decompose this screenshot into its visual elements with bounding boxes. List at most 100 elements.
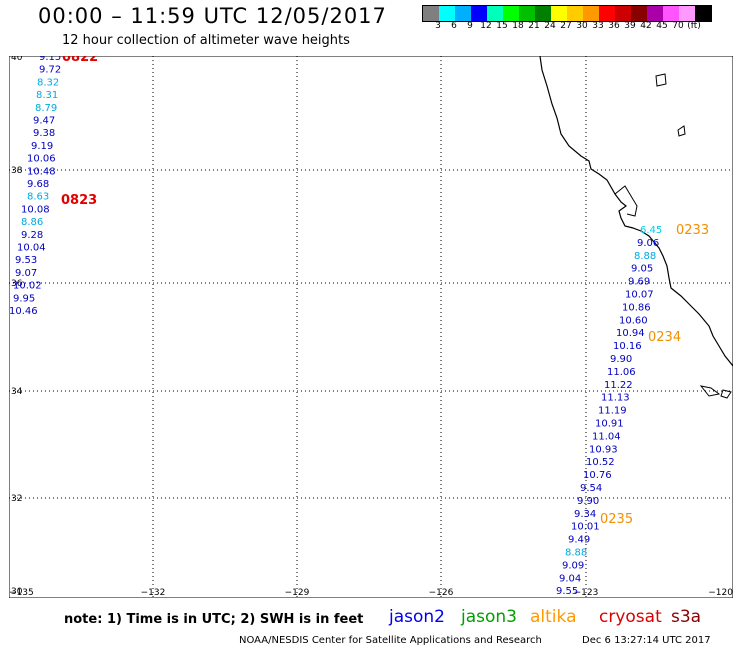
scale-tick-label: 27 — [560, 21, 572, 31]
latitude-label: 30 — [11, 587, 23, 597]
wave-height-value: 11.19 — [598, 406, 627, 417]
wave-height-value: 10.04 — [17, 243, 46, 254]
wave-height-value: 9.69 — [628, 277, 650, 288]
pass-time-label: 0822 — [62, 56, 98, 65]
longitude-label: −132 — [141, 588, 166, 598]
scale-tick-label: 12 — [480, 21, 492, 31]
latitude-label: 32 — [11, 494, 22, 504]
satellite-legend-jason2: jason2 — [389, 607, 445, 627]
scale-tick-label: 15 — [496, 21, 508, 31]
wave-height-value: 10.93 — [589, 444, 618, 455]
scale-tick-label: 33 — [592, 21, 604, 31]
scale-swatch — [663, 6, 679, 21]
wave-height-value: 9.28 — [21, 230, 43, 241]
wave-height-value: 9.55 — [556, 586, 578, 597]
wave-height-value: 9.72 — [39, 65, 61, 76]
wave-height-value: 10.46 — [9, 306, 38, 317]
scale-swatch — [679, 6, 695, 21]
wave-height-value: 10.06 — [27, 154, 56, 165]
wave-height-value: 9.06 — [637, 238, 659, 249]
pass-time-label: 0233 — [676, 223, 709, 238]
wave-height-value: 9.90 — [577, 496, 599, 507]
scale-tick-label: 42 — [640, 21, 652, 31]
wave-height-value: 10.94 — [616, 328, 645, 339]
coastline — [539, 56, 733, 399]
pass-time-label: 0234 — [648, 330, 681, 345]
wave-height-value: 10.16 — [613, 341, 642, 352]
wave-height-value: 9.49 — [568, 535, 590, 546]
wave-height-value: 6.45 — [640, 225, 662, 236]
scale-tick-label: 24 — [544, 21, 556, 31]
scale-swatch — [455, 6, 471, 21]
satellite-legend-jason3: jason3 — [461, 607, 517, 627]
scale-swatch — [423, 6, 439, 21]
latitude-label: 40 — [11, 56, 23, 63]
wave-height-value: 9.68 — [27, 179, 49, 190]
wave-height-value: 9.09 — [562, 560, 584, 571]
wave-height-value: 10.48 — [27, 166, 56, 177]
inland-lake-1 — [655, 73, 667, 87]
pass-time-label: 0235 — [600, 512, 633, 527]
wave-height-value: 9.34 — [574, 509, 596, 520]
units-note: note: 1) Time is in UTC; 2) SWH is in fe… — [64, 612, 364, 627]
latitude-label: 38 — [11, 166, 23, 176]
wave-height-value: 8.31 — [36, 90, 58, 101]
wave-height-value: 9.19 — [31, 141, 53, 152]
wave-height-value: 10.76 — [583, 470, 612, 481]
wave-height-value: 10.86 — [622, 302, 651, 313]
footer-credit: NOAA/NESDIS Center for Satellite Applica… — [239, 635, 542, 646]
scale-tick-label: 39 — [624, 21, 636, 31]
wave-height-value: 9.47 — [33, 116, 55, 127]
scale-tick-label: 36 — [608, 21, 620, 31]
scale-tick-label: 70 — [672, 21, 684, 31]
wave-height-value: 8.32 — [37, 77, 59, 88]
wave-height-value: 8.79 — [35, 103, 57, 114]
channel-island-1 — [699, 385, 721, 397]
color-scale-ticks: 3 6 9 12 15 18 21 24 27 30 33 36 39 42 45 70 (ft) — [422, 21, 740, 35]
inland-lake-2 — [677, 125, 686, 137]
latitude-label: 34 — [11, 387, 23, 397]
wave-height-value: 11.22 — [604, 380, 633, 391]
wave-height-value: 10.08 — [21, 204, 50, 215]
wave-height-value: 11.04 — [592, 431, 621, 442]
map-subtitle: 12 hour collection of altimeter wave hei… — [62, 33, 350, 48]
scale-swatch — [695, 6, 711, 21]
scale-tick-label: 6 — [451, 21, 457, 31]
scale-swatch — [567, 6, 583, 21]
longitude-label: −126 — [429, 588, 454, 598]
scale-swatch — [631, 6, 647, 21]
scale-tick-label: (ft) — [687, 21, 701, 31]
scale-swatch — [551, 6, 567, 21]
wave-height-value: 9.54 — [580, 483, 602, 494]
footer-timestamp: Dec 6 13:27:14 UTC 2017 — [582, 635, 711, 646]
wave-height-value: 9.04 — [559, 573, 581, 584]
wave-height-value: 11.06 — [607, 367, 636, 378]
satellite-legend-s3a: s3a — [671, 607, 702, 627]
wave-height-value: 9.95 — [13, 293, 35, 304]
longitude-label: −135 — [9, 588, 34, 598]
map-title: 00:00 – 11:59 UTC 12/05/2017 — [38, 4, 387, 28]
scale-swatch — [599, 6, 615, 21]
wave-height-value: 10.60 — [619, 315, 648, 326]
wave-height-value: 11.13 — [601, 393, 630, 404]
wave-height-value: 10.01 — [571, 522, 600, 533]
pass-time-label: 0823 — [61, 193, 97, 208]
latitude-label: 36 — [11, 279, 23, 289]
longitude-label: −129 — [285, 588, 310, 598]
scale-swatch — [647, 6, 663, 21]
wave-height-map: 40 38 36 34 32 30−135 −132 −129 −126 −123 −120 9.1… — [9, 56, 733, 598]
scale-tick-label: 21 — [528, 21, 540, 31]
wave-height-value: 9.38 — [33, 128, 55, 139]
wave-height-value: 10.52 — [586, 457, 615, 468]
scale-tick-label: 18 — [512, 21, 524, 31]
lat-lon-grid: 40 38 36 34 32 30−135 −132 −129 −126 −123 −120 — [9, 56, 733, 598]
satellite-legend-altika: altika — [530, 607, 577, 627]
satellite-legend-cryosat: cryosat — [599, 607, 662, 627]
scale-tick-label: 45 — [656, 21, 668, 31]
wave-height-value: 9.07 — [15, 268, 37, 279]
wave-height-value: 8.88 — [634, 251, 656, 262]
scale-swatch — [535, 6, 551, 21]
scale-swatch — [519, 6, 535, 21]
wave-height-value: 9.05 — [631, 264, 653, 275]
channel-island-2 — [720, 389, 732, 399]
